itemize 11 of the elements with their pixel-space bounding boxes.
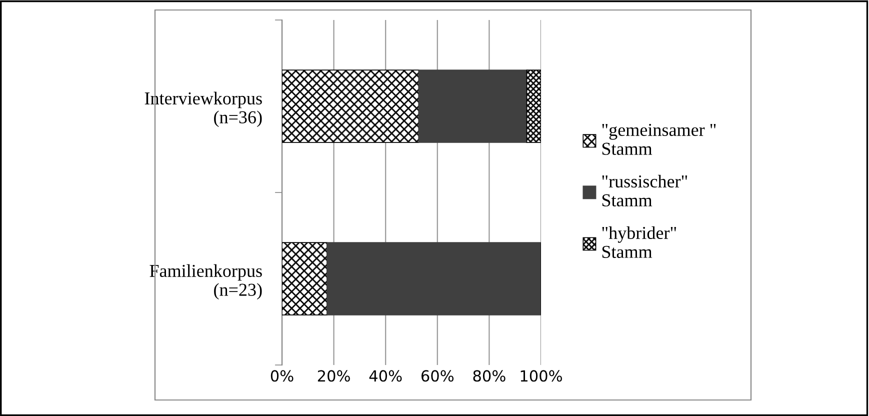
legend-label: "gemeinsamer " Stamm: [602, 124, 716, 155]
y-tick-label: Familienkorpus (n=23): [150, 264, 262, 300]
y-tick-label: Interviewkorpus (n=36): [144, 92, 262, 128]
x-tick-label: 0%: [270, 370, 294, 382]
legend-label: "hybrider" Stamm: [602, 226, 676, 258]
x-tick-label: 60%: [421, 370, 454, 382]
x-tick-label: 80%: [473, 370, 506, 382]
x-tick-label: 100%: [520, 370, 562, 382]
x-tick-label: 40%: [369, 370, 402, 382]
legend-label: "russischer" Stamm: [602, 174, 688, 206]
x-tick-label: 20%: [318, 370, 350, 382]
